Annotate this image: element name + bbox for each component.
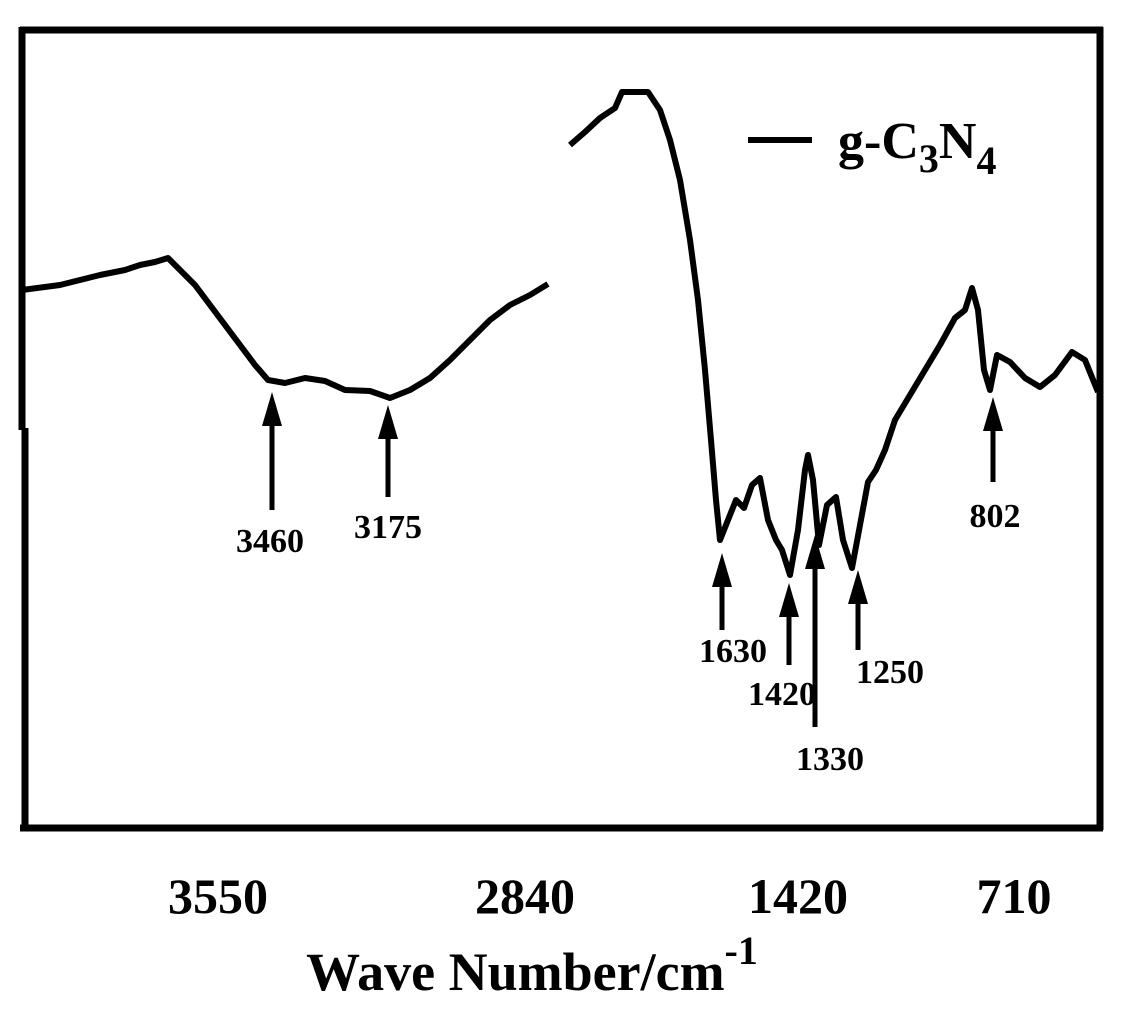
x-tick-label: 3550 (168, 868, 268, 924)
peak-label: 1420 (748, 676, 816, 713)
peak-arrow: 1250 (848, 570, 924, 691)
peak-arrow: 3460 (236, 392, 304, 560)
arrow-head-icon (983, 397, 1003, 431)
peak-annotations: 3460 3175 1630 1420 1330 1250 802 (236, 392, 1021, 778)
arrow-head-icon (805, 535, 825, 569)
arrow-head-icon (378, 405, 398, 439)
spectrum-segment (568, 89, 1101, 578)
peak-arrow: 1420 (748, 583, 816, 713)
legend-label: g-C3N4 (838, 113, 996, 183)
peak-label: 1630 (699, 633, 767, 670)
arrow-head-icon (262, 392, 282, 426)
x-tick-label: 1420 (748, 868, 848, 924)
x-axis-ticks: 3550 2840 1420 710 (168, 868, 1052, 924)
peak-arrow: 1330 (796, 535, 864, 778)
spectrum-line (21, 89, 1101, 578)
arrow-head-icon (779, 583, 799, 617)
peak-label: 802 (970, 498, 1021, 535)
spectrum-segment (21, 255, 550, 401)
arrow-head-icon (848, 570, 868, 604)
peak-arrow: 3175 (354, 405, 422, 546)
x-tick-label: 710 (977, 868, 1052, 924)
peak-arrow: 1630 (699, 553, 767, 670)
peak-arrow: 802 (970, 397, 1021, 535)
peak-label: 3175 (354, 509, 422, 546)
plot-frame (18, 26, 1104, 832)
peak-label: 3460 (236, 523, 304, 560)
peak-label: 1250 (856, 654, 924, 691)
legend: g-C3N4 (748, 113, 996, 183)
x-axis-title: Wave Number/cm-1 (306, 928, 758, 1002)
peak-label: 1330 (796, 741, 864, 778)
arrow-head-icon (712, 553, 732, 587)
x-tick-label: 2840 (475, 868, 575, 924)
